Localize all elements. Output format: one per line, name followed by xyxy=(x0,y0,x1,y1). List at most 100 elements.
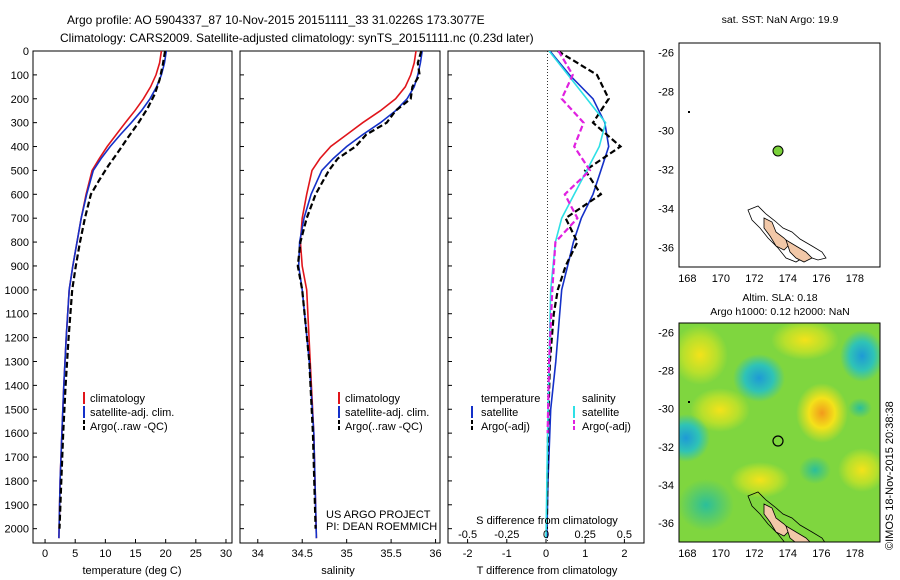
map-x-tick-label: 172 xyxy=(745,548,763,560)
map-y-tick-label: -36 xyxy=(658,243,674,255)
y-tick-label: 1100 xyxy=(5,309,29,321)
x-tick-label: 30 xyxy=(220,548,232,560)
sla-heatmap xyxy=(679,323,880,542)
map-y-tick-label: -26 xyxy=(658,48,674,60)
map-y-tick-label: -28 xyxy=(658,87,674,99)
imos-timestamp: ©IMOS 18-Nov-2015 20:38:38 xyxy=(884,401,896,550)
x-tick-label: -2 xyxy=(463,548,473,560)
figure-title-line1: Argo profile: AO 5904337_87 10-Nov-2015 … xyxy=(67,13,485,27)
y-tick-label: 200 xyxy=(11,94,29,106)
sla-island-peninsula xyxy=(785,525,811,542)
legend-label-argo: Argo(..raw -QC) xyxy=(90,421,168,433)
legend-label-t-satellite: satellite xyxy=(481,407,518,419)
series-line-argo-raw-qc xyxy=(58,51,167,529)
y-tick-label: 1800 xyxy=(5,476,29,488)
x-tick-label: 2 xyxy=(621,548,627,560)
legend-label-satellite: satellite-adj. clim. xyxy=(345,407,429,419)
y-tick-label: 600 xyxy=(11,189,29,201)
y-tick-label: 400 xyxy=(11,142,29,154)
map-y-tick-label: -32 xyxy=(658,442,674,454)
y-tick-label: 0 xyxy=(23,46,29,58)
salinity-xlabel: salinity xyxy=(321,565,355,577)
temperature-plot-frame xyxy=(32,50,233,544)
s-tick-label: -0.25 xyxy=(494,529,519,541)
s-tick-label: 0.5 xyxy=(617,529,632,541)
series-line-satellite-adj-clim xyxy=(297,51,423,539)
series-line-climatology xyxy=(58,51,163,539)
series-line-satellite xyxy=(546,51,610,539)
project-annotation-line1: US ARGO PROJECT xyxy=(326,509,431,521)
sst-map-title: sat. SST: NaN Argo: 19.9 xyxy=(722,14,839,26)
series-line-climatology xyxy=(299,51,417,539)
sla-high-anomaly xyxy=(690,388,750,432)
x-tick-label: 25 xyxy=(190,548,202,560)
sla-small-island xyxy=(688,401,690,403)
map-x-tick-label: 174 xyxy=(779,548,797,560)
s-tick-label: 0 xyxy=(543,529,549,541)
y-tick-label: 1900 xyxy=(5,500,29,512)
axes-layer: 0 5 10 15 20 25 300100200300400500600700800900… xyxy=(5,46,865,560)
s-tick-label: 0.25 xyxy=(574,529,595,541)
sst-map-coastline xyxy=(688,111,827,263)
sla-low-anomaly xyxy=(679,414,710,462)
temperature-xlabel: temperature (deg C) xyxy=(82,565,181,577)
sla-low-anomaly xyxy=(799,456,831,484)
legend-label-s-satellite: satellite xyxy=(582,407,619,419)
sla-high-anomaly xyxy=(730,462,790,498)
x-tick-label: 34.5 xyxy=(292,548,313,560)
x-tick-label: 20 xyxy=(160,548,172,560)
map-x-tick-label: 176 xyxy=(812,273,830,285)
y-tick-label: 1200 xyxy=(5,333,29,345)
map-y-tick-label: -26 xyxy=(658,328,674,340)
x-tick-label: 36 xyxy=(429,548,441,560)
series-line-satellite xyxy=(545,51,607,539)
legend-heading-temperature: temperature xyxy=(481,393,540,405)
sla-low-anomaly xyxy=(848,398,872,418)
y-tick-label: 100 xyxy=(11,70,29,82)
map-x-tick-label: 168 xyxy=(678,548,696,560)
y-tick-label: 1700 xyxy=(5,452,29,464)
sla-map-frame xyxy=(678,322,881,543)
legend-label-argo: Argo(..raw -QC) xyxy=(345,421,423,433)
map-x-tick-label: 170 xyxy=(712,548,730,560)
sla-map-title-line1: Altim. SLA: 0.18 xyxy=(742,292,817,304)
difference-plot-frame xyxy=(447,50,645,544)
legend-label-t-argo: Argo(-adj) xyxy=(481,421,530,433)
figure-title-line2: Climatology: CARS2009. Satellite-adjuste… xyxy=(60,31,534,45)
project-annotation-line2: PI: DEAN ROEMMICH xyxy=(326,521,437,533)
island-north xyxy=(763,217,791,251)
map-y-tick-label: -36 xyxy=(658,518,674,530)
map-y-tick-label: -30 xyxy=(658,126,674,138)
difference-series-layer xyxy=(545,51,623,539)
x-tick-label: 35 xyxy=(341,548,353,560)
map-y-tick-label: -28 xyxy=(658,366,674,378)
legend-heading-salinity: salinity xyxy=(582,393,616,405)
map-x-tick-label: 178 xyxy=(846,548,864,560)
y-tick-label: 500 xyxy=(11,165,29,177)
series-line-argo-adj xyxy=(545,51,623,529)
map-x-tick-label: 174 xyxy=(779,273,797,285)
map-x-tick-label: 178 xyxy=(846,273,864,285)
map-y-tick-label: -32 xyxy=(658,165,674,177)
legend-label-s-argo: Argo(-adj) xyxy=(582,421,631,433)
y-tick-label: 2000 xyxy=(5,524,29,536)
x-tick-label: 5 xyxy=(72,548,78,560)
y-tick-label: 1300 xyxy=(5,356,29,368)
sla-low-anomaly xyxy=(840,330,880,382)
sla-low-anomaly xyxy=(679,479,734,531)
map-x-tick-label: 176 xyxy=(812,548,830,560)
sla-high-anomaly xyxy=(838,448,880,492)
y-tick-label: 1600 xyxy=(5,428,29,440)
y-tick-label: 1400 xyxy=(5,380,29,392)
sla-map-title-line2: Argo h1000: 0.12 h2000: NaN xyxy=(710,306,850,318)
x-tick-label: 15 xyxy=(129,548,141,560)
sla-island-north xyxy=(763,503,791,537)
sla-low-anomaly xyxy=(733,354,785,402)
map-y-tick-label: -30 xyxy=(658,404,674,416)
s-difference-xlabel: S difference from climatology xyxy=(476,515,618,527)
series-line-satellite-adj-clim xyxy=(58,51,168,539)
y-tick-label: 1000 xyxy=(5,285,29,297)
x-tick-label: 0 xyxy=(42,548,48,560)
legend-label-satellite: satellite-adj. clim. xyxy=(90,407,174,419)
